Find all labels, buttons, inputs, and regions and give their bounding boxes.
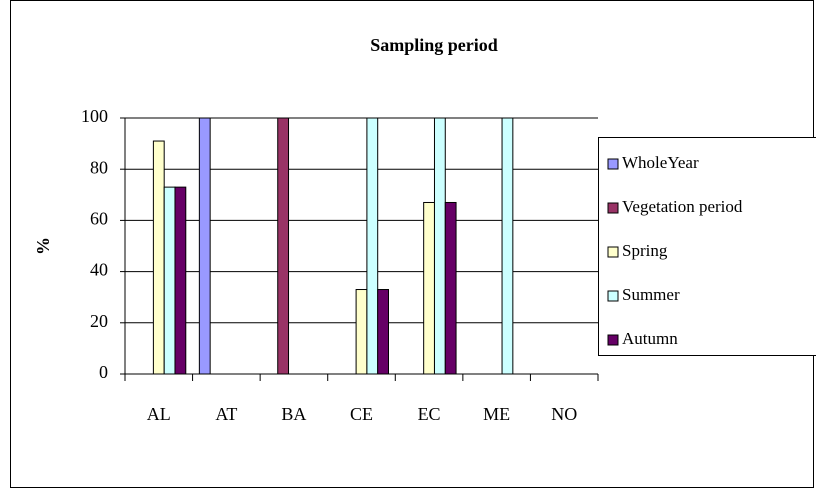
- legend-swatch: [607, 202, 619, 214]
- bar: [355, 289, 368, 375]
- legend-swatch: [607, 158, 619, 170]
- bar: [152, 140, 165, 375]
- y-tick-label: 40: [90, 260, 108, 280]
- bar: [174, 186, 187, 375]
- legend-label: Vegetation period: [622, 197, 743, 216]
- x-tick-label: NO: [551, 404, 577, 424]
- x-tick-label: AL: [147, 404, 171, 424]
- bar: [198, 117, 211, 375]
- bar: [366, 117, 379, 375]
- bar: [444, 201, 457, 375]
- legend-label: Summer: [622, 285, 680, 304]
- x-tick-label: ME: [483, 404, 510, 424]
- x-tick-label: BA: [281, 404, 306, 424]
- x-tick-label: AT: [215, 404, 237, 424]
- x-tick-label: CE: [350, 404, 373, 424]
- x-tick-label: EC: [418, 404, 441, 424]
- legend-swatch: [607, 334, 619, 346]
- y-tick-label: 80: [90, 157, 108, 177]
- y-tick-label: 0: [99, 362, 108, 382]
- y-tick-label: 60: [90, 209, 108, 229]
- bar: [277, 117, 290, 375]
- legend-label: WholeYear: [622, 153, 699, 172]
- bar: [501, 117, 514, 375]
- bar: [433, 117, 446, 375]
- bar: [423, 201, 435, 375]
- y-axis-label: %: [33, 237, 53, 255]
- y-tick-label: 100: [81, 106, 108, 126]
- bar: [377, 289, 390, 375]
- legend-label: Spring: [622, 241, 668, 260]
- legend-box: [598, 137, 816, 356]
- legend-swatch: [607, 290, 619, 302]
- legend-label: Autumn: [622, 329, 678, 348]
- y-tick-label: 20: [90, 311, 108, 331]
- legend-swatch: [607, 246, 619, 258]
- bar: [163, 186, 176, 375]
- chart-title: Sampling period: [370, 35, 498, 55]
